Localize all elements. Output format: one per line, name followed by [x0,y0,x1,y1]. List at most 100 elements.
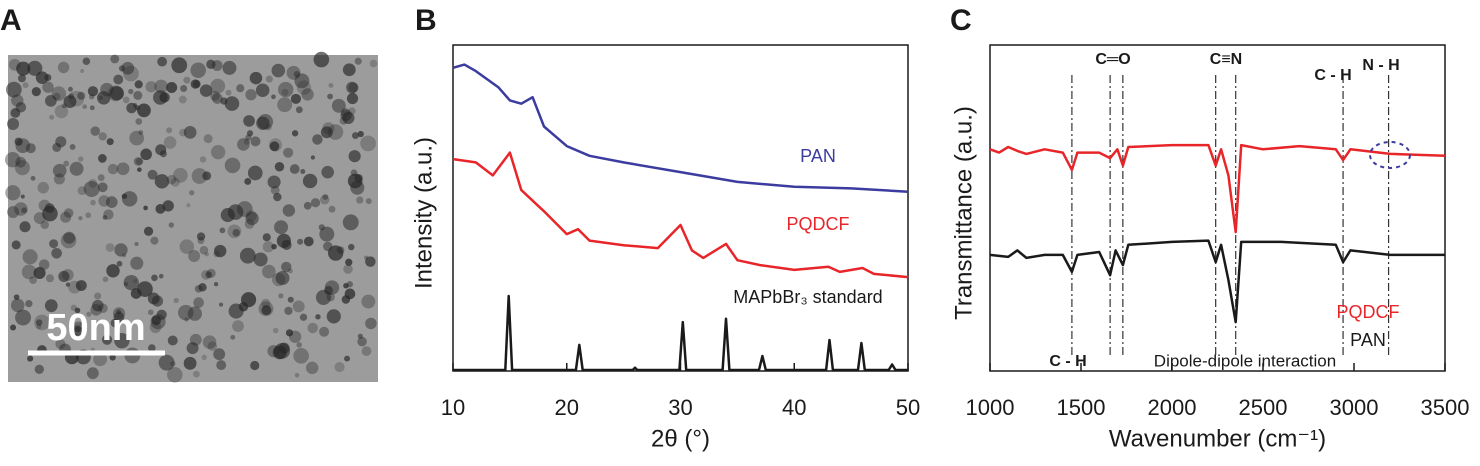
particle [219,302,224,307]
particle [60,232,77,249]
particle [88,178,98,188]
particle [158,354,175,371]
particle [369,59,378,68]
series-label: PQDCF [1337,302,1400,322]
particle [348,150,361,163]
particle [96,91,111,105]
particle [230,334,236,340]
particle [250,136,261,147]
particle [357,336,367,347]
particle [90,304,103,316]
particle [31,87,41,97]
particle [78,156,84,162]
particle [268,138,283,152]
particle [289,164,300,174]
particle [93,352,108,367]
particle [116,162,130,176]
particle [222,60,237,75]
particle [170,177,180,187]
particle [265,75,273,83]
particle [63,231,76,244]
particle [356,196,364,204]
particle [11,240,21,250]
particle [16,61,31,76]
particle [27,355,34,362]
particle [267,175,281,189]
particle [134,105,140,111]
particle [168,222,175,228]
particle [52,163,67,178]
series-line [989,239,1445,324]
particle [163,136,177,149]
annotation: C - H [1314,67,1351,84]
particle [348,243,355,251]
scale-bar-label: 50nm [46,307,145,349]
particle [123,274,139,291]
particle [101,334,113,345]
particle [52,142,62,152]
particle [271,94,276,100]
particle [36,324,42,330]
particle [205,271,213,279]
particle [122,96,130,104]
x-tick-label: 40 [782,395,806,420]
particle [345,258,353,266]
particle [296,342,302,348]
particle [30,175,36,181]
particle [102,276,109,283]
particle [122,253,127,258]
particle [60,211,72,223]
particle [361,294,376,309]
panel-label: A [0,4,22,37]
particle [73,326,83,336]
particle [123,65,139,82]
particle [183,76,191,84]
particle [154,79,168,94]
particle [236,84,245,93]
particle [243,115,255,127]
particle [157,56,167,67]
particle [211,60,223,71]
particle [202,171,212,181]
particle [158,273,164,279]
particle [109,354,116,361]
particle [166,127,173,134]
particle [294,73,310,89]
particle [350,169,358,177]
particle [255,83,270,98]
particle [310,198,321,208]
particle [38,259,50,270]
series-line [989,143,1446,234]
series-line [452,151,909,279]
particle [15,138,31,154]
particle [286,65,301,80]
particle [206,59,216,69]
particles [4,51,378,383]
particle [147,292,160,305]
particle [90,199,96,206]
x-axis-label: Wavenumber (cm⁻¹) [1109,425,1326,452]
particle [237,138,250,151]
particle [34,364,44,374]
particle [296,80,312,95]
particle [65,282,71,287]
particle [239,247,256,264]
particle [202,335,217,349]
particle [360,135,376,152]
particle [344,355,351,362]
particle [199,84,213,97]
particle [110,54,120,64]
plot-frame [989,44,1446,372]
y-axis-label: Transmittance (a.u.) [950,106,977,320]
particle [121,193,128,199]
particle [148,344,156,352]
particle [155,203,166,214]
particle [159,150,167,158]
particle [7,205,20,218]
annotation: C═O [1095,51,1130,68]
particle [247,165,263,181]
x-tick-label: 3500 [1421,395,1470,420]
y-axis-label: Intensity (a.u.) [410,137,437,289]
particle [145,81,157,93]
particle [129,130,145,146]
